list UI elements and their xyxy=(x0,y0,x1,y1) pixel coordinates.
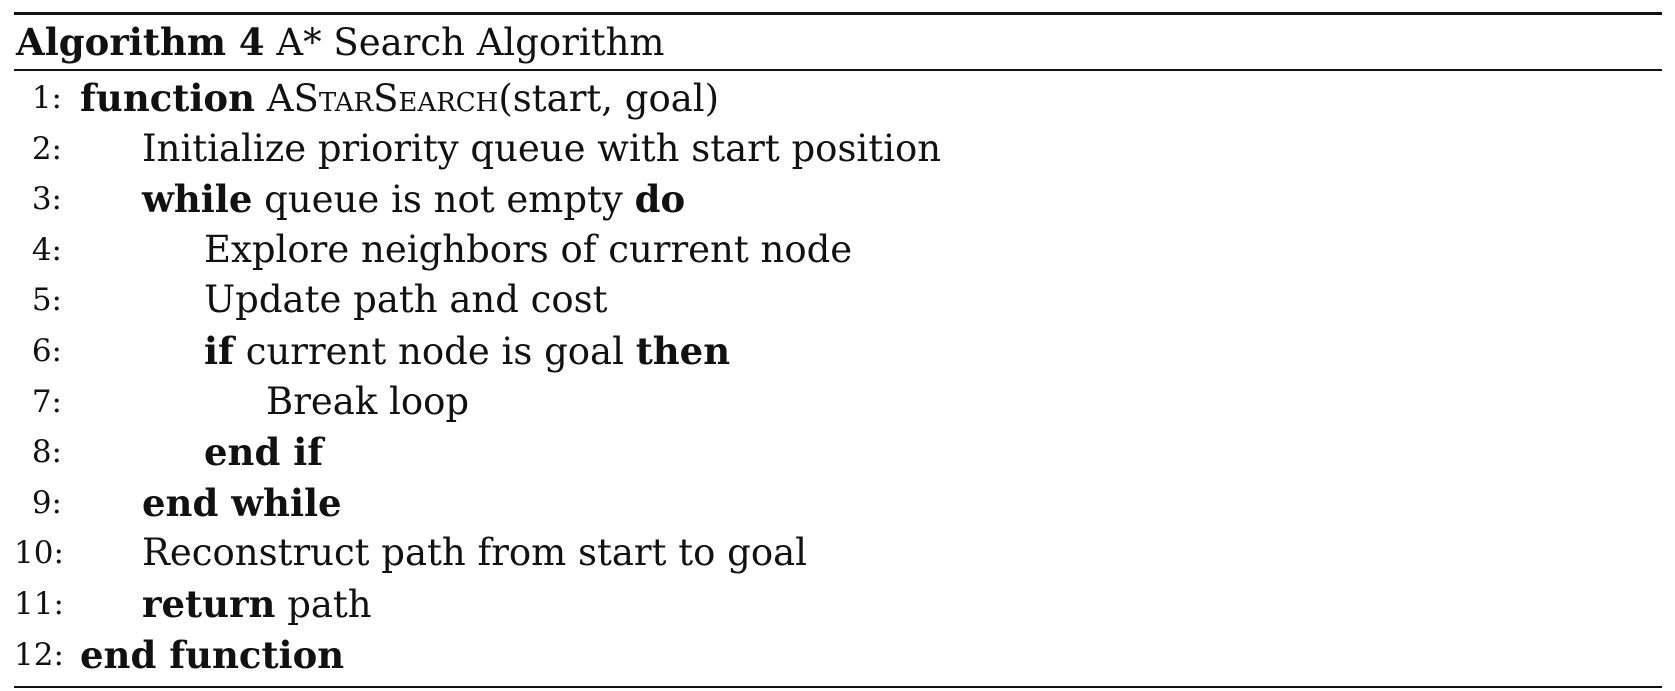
algorithm-line-10: 10: Reconstruct path from start to goal xyxy=(14,528,1662,579)
keyword: while xyxy=(142,177,253,222)
algorithm-line-8: 8: end if xyxy=(14,427,1662,478)
line-number: 3: xyxy=(31,181,62,218)
algorithm-box: Algorithm 4 A* Search Algorithm 1: funct… xyxy=(14,12,1662,689)
line-number: 8: xyxy=(31,434,62,471)
line-number: 5: xyxy=(31,282,62,319)
procedure-args: (start, goal) xyxy=(498,77,720,120)
caption-title: A* Search Algorithm xyxy=(276,21,665,64)
algorithm-line-4: 4: Explore neighbors of current node xyxy=(14,225,1662,276)
keyword: do xyxy=(634,177,686,222)
algorithm-caption: Algorithm 4 A* Search Algorithm xyxy=(14,15,1662,69)
keyword: return xyxy=(142,581,276,626)
statement: Initialize priority queue with start pos… xyxy=(142,126,942,170)
statement: Reconstruct path from start to goal xyxy=(142,531,808,575)
keyword: end function xyxy=(80,632,345,677)
statement: Explore neighbors of current node xyxy=(204,227,853,271)
condition: current node is goal xyxy=(245,329,624,373)
algorithm-line-12: 12: end function xyxy=(14,630,1662,681)
statement: Break loop xyxy=(266,379,470,423)
line-number: 9: xyxy=(31,484,62,521)
condition: queue is not empty xyxy=(264,178,623,222)
keyword: then xyxy=(635,328,731,373)
statement: Update path and cost xyxy=(204,278,608,322)
return-value: path xyxy=(287,582,372,626)
line-number: 6: xyxy=(31,332,62,369)
line-number: 4: xyxy=(31,231,62,268)
algorithm-line-9: 9: end while xyxy=(14,478,1662,529)
algorithm-line-11: 11: return path xyxy=(14,579,1662,630)
procedure-name: AStarSearch xyxy=(266,77,499,120)
algorithm-line-5: 5: Update path and cost xyxy=(14,275,1662,326)
bottom-rule xyxy=(14,686,1662,689)
caption-label: Algorithm 4 xyxy=(16,20,265,64)
algorithm-body: 1: function AStarSearch(start, goal) 2: … xyxy=(14,71,1662,680)
keyword: end if xyxy=(204,430,324,475)
line-number: 2: xyxy=(31,130,62,167)
keyword: end while xyxy=(142,480,342,525)
line-number: 7: xyxy=(31,383,62,420)
line-number: 1: xyxy=(31,80,62,116)
top-rule xyxy=(14,12,1662,15)
algorithm-line-2: 2: Initialize priority queue with start … xyxy=(14,124,1662,175)
caption-rule xyxy=(14,69,1662,71)
keyword: if xyxy=(204,328,234,373)
line-number: 10: xyxy=(14,535,64,572)
keyword: function xyxy=(80,76,255,120)
algorithm-line-7: 7: Break loop xyxy=(14,377,1662,428)
line-number: 11: xyxy=(14,585,64,622)
line-number: 12: xyxy=(14,636,64,673)
algorithm-line-6: 6: if current node is goal then xyxy=(14,326,1662,377)
algorithm-line-1: 1: function AStarSearch(start, goal) xyxy=(14,73,1662,124)
algorithm-line-3: 3: while queue is not empty do xyxy=(14,174,1662,225)
